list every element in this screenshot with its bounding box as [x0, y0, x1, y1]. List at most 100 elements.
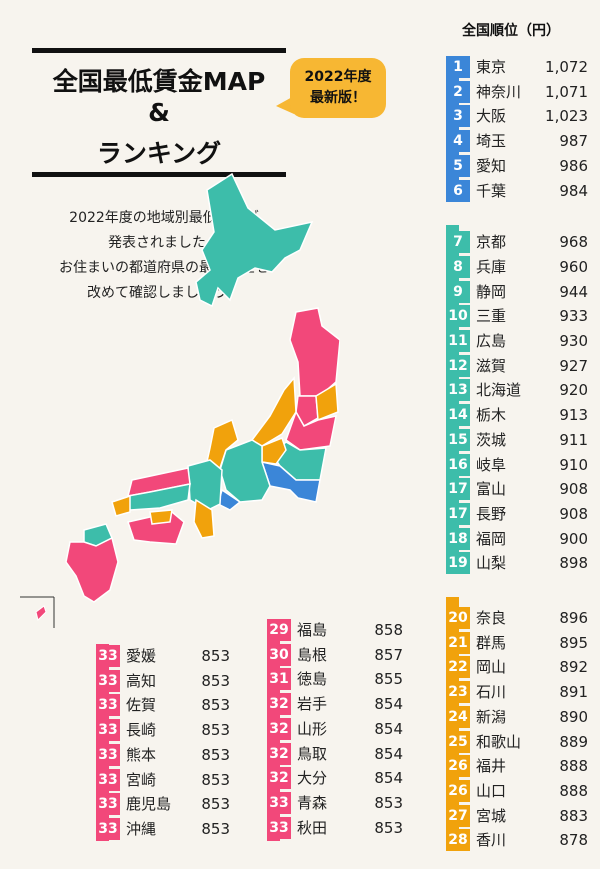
ranking-row: 2 神奈川 1,071	[446, 79, 588, 104]
wage-value: 855	[374, 670, 403, 689]
prefecture-name: 香川	[476, 831, 507, 850]
bubble-tail	[276, 96, 294, 114]
prefecture-name: 長野	[476, 504, 507, 523]
ranking-row: 33 秋田 853	[267, 815, 403, 840]
prefecture-name: 福井	[476, 757, 507, 776]
prefecture-name: 岐阜	[476, 455, 507, 474]
rank-badge: 26	[446, 755, 470, 778]
ranking-row: 6 千葉 984	[446, 178, 588, 203]
ranking-row: 8 兵庫 960	[446, 254, 588, 279]
rank-badge: 18	[446, 527, 470, 550]
ranking-row: 33 愛媛 853	[96, 643, 230, 668]
rank-badge: 23	[446, 681, 470, 704]
rank-badge: 30	[267, 643, 291, 666]
map-region-kanto-south	[260, 460, 321, 503]
prefecture-name: 京都	[476, 233, 507, 252]
prefecture-name: 鳥取	[297, 744, 328, 763]
wage-value: 984	[559, 181, 588, 200]
ranking-row: 18 福岡 900	[446, 526, 588, 551]
map-region-yamaguchi	[111, 494, 131, 517]
wage-value: 853	[201, 721, 230, 740]
prefecture-name: 和歌山	[476, 732, 522, 751]
prefecture-name: 広島	[476, 332, 507, 350]
japan-map	[20, 172, 340, 628]
ranking-row: 33 沖縄 853	[96, 816, 230, 841]
wage-value: 853	[201, 819, 230, 838]
wage-value: 853	[201, 795, 230, 814]
prefecture-name: 静岡	[476, 282, 507, 301]
rank-badge: 7	[446, 231, 470, 254]
rank-badge: 33	[96, 817, 120, 840]
rank-badge: 1	[446, 56, 470, 78]
prefecture-name: 長崎	[126, 721, 157, 740]
prefecture-name: 徳島	[297, 670, 328, 689]
wage-value: 920	[559, 381, 588, 400]
wage-value: 889	[559, 732, 588, 751]
edition-badge-line-1: 2022年度	[304, 69, 372, 85]
ranking-row: 32 岩手 854	[267, 691, 403, 716]
rank-badge: 10	[446, 305, 470, 328]
ranking-row: 33 長崎 853	[96, 717, 230, 742]
tier-bar-pink-bottom	[96, 644, 109, 841]
intro-line-2: 発表されました。	[108, 235, 220, 251]
ranking-row: 30 島根 857	[267, 642, 403, 667]
wage-value: 854	[374, 719, 403, 738]
rank-badge: 22	[446, 656, 470, 679]
ranking-row: 26 福井 888	[446, 753, 588, 778]
map-region-chubu	[219, 439, 271, 503]
prefecture-name: 千葉	[476, 181, 507, 200]
title-bottom-rule	[32, 172, 286, 177]
wage-value: 858	[374, 621, 403, 639]
ranking-row: 14 栃木 913	[446, 402, 588, 427]
wage-value: 888	[559, 781, 588, 800]
prefecture-name: 三重	[476, 307, 507, 326]
ranking-heading: 全国順位（円）	[462, 23, 560, 39]
title-top-rule	[32, 48, 286, 53]
ranking-row: 4 埼玉 987	[446, 128, 588, 153]
ranking-row: 10 三重 933	[446, 303, 588, 328]
wage-value: 898	[559, 554, 588, 573]
map-region-kagawa	[149, 509, 173, 525]
rank-badge: 33	[267, 816, 291, 839]
rank-badge: 33	[267, 791, 291, 814]
prefecture-name: 東京	[476, 58, 507, 76]
wage-value: 900	[559, 529, 588, 548]
wage-value: 911	[559, 430, 588, 449]
prefecture-name: 福島	[297, 621, 328, 639]
wage-value: 986	[559, 156, 588, 175]
wage-value: 987	[559, 132, 588, 151]
wage-value: 853	[374, 818, 403, 837]
rank-badge: 24	[446, 705, 470, 728]
wage-value: 853	[201, 647, 230, 665]
prefecture-name: 福岡	[476, 529, 507, 548]
title-line-3: ランキング	[96, 139, 222, 168]
prefecture-name: 島根	[297, 645, 328, 664]
prefecture-name: 富山	[476, 480, 507, 499]
wage-value: 895	[559, 633, 588, 652]
wage-value: 1,023	[545, 107, 588, 126]
map-region-miyagi	[315, 382, 339, 422]
ranking-row: 12 滋賀 927	[446, 353, 588, 378]
wage-value: 853	[201, 696, 230, 715]
prefecture-name: 大阪	[476, 107, 507, 126]
ranking-row: 33 熊本 853	[96, 742, 230, 767]
rank-badge: 31	[267, 668, 291, 691]
ranking-row: 19 山梨 898	[446, 550, 588, 575]
rank-badge: 11	[446, 330, 470, 352]
wage-value: 890	[559, 707, 588, 726]
map-region-hokkaido	[195, 172, 314, 308]
rank-badge: 17	[446, 502, 470, 525]
rank-badge: 6	[446, 179, 470, 202]
rank-badge: 21	[446, 631, 470, 654]
ranking-row: 26 山口 888	[446, 778, 588, 803]
prefecture-name: 愛媛	[126, 647, 157, 665]
ranking-row: 33 鹿児島 853	[96, 791, 230, 816]
map-region-fukushima	[285, 410, 337, 451]
ranking-row: 28 香川 878	[446, 827, 588, 852]
ranking-row: 23 石川 891	[446, 679, 588, 704]
prefecture-name: 青森	[297, 793, 328, 812]
wage-value: 853	[201, 671, 230, 690]
ranking-row: 33 佐賀 853	[96, 692, 230, 717]
ranking-row: 22 岡山 892	[446, 654, 588, 679]
prefecture-name: 滋賀	[476, 356, 507, 375]
